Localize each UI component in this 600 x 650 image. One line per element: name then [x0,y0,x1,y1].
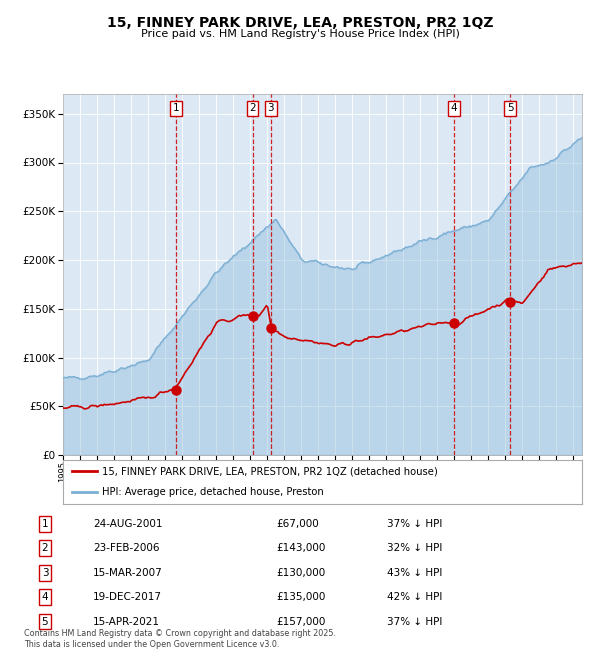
Text: 15-APR-2021: 15-APR-2021 [93,617,160,627]
Text: 4: 4 [451,103,457,113]
Text: 19-DEC-2017: 19-DEC-2017 [93,592,162,602]
Text: 2: 2 [249,103,256,113]
Text: £157,000: £157,000 [276,617,325,627]
Text: £67,000: £67,000 [276,519,319,528]
Text: 42% ↓ HPI: 42% ↓ HPI [387,592,442,602]
Text: 37% ↓ HPI: 37% ↓ HPI [387,519,442,528]
Text: 5: 5 [507,103,514,113]
Text: 5: 5 [41,617,49,627]
Text: 43% ↓ HPI: 43% ↓ HPI [387,567,442,578]
Text: 37% ↓ HPI: 37% ↓ HPI [387,617,442,627]
Text: 2: 2 [41,543,49,553]
Text: HPI: Average price, detached house, Preston: HPI: Average price, detached house, Pres… [102,487,323,497]
Text: Price paid vs. HM Land Registry's House Price Index (HPI): Price paid vs. HM Land Registry's House … [140,29,460,39]
Text: 1: 1 [173,103,179,113]
Text: 4: 4 [41,592,49,602]
Text: 15-MAR-2007: 15-MAR-2007 [93,567,163,578]
Text: £130,000: £130,000 [276,567,325,578]
Text: 24-AUG-2001: 24-AUG-2001 [93,519,163,528]
Text: £135,000: £135,000 [276,592,325,602]
Text: 1: 1 [41,519,49,528]
Text: 3: 3 [41,567,49,578]
Text: 15, FINNEY PARK DRIVE, LEA, PRESTON, PR2 1QZ: 15, FINNEY PARK DRIVE, LEA, PRESTON, PR2… [107,16,493,31]
Text: Contains HM Land Registry data © Crown copyright and database right 2025.
This d: Contains HM Land Registry data © Crown c… [24,629,336,649]
Text: 3: 3 [268,103,274,113]
Text: 15, FINNEY PARK DRIVE, LEA, PRESTON, PR2 1QZ (detached house): 15, FINNEY PARK DRIVE, LEA, PRESTON, PR2… [102,467,437,476]
Text: 23-FEB-2006: 23-FEB-2006 [93,543,160,553]
Text: £143,000: £143,000 [276,543,325,553]
Text: 32% ↓ HPI: 32% ↓ HPI [387,543,442,553]
